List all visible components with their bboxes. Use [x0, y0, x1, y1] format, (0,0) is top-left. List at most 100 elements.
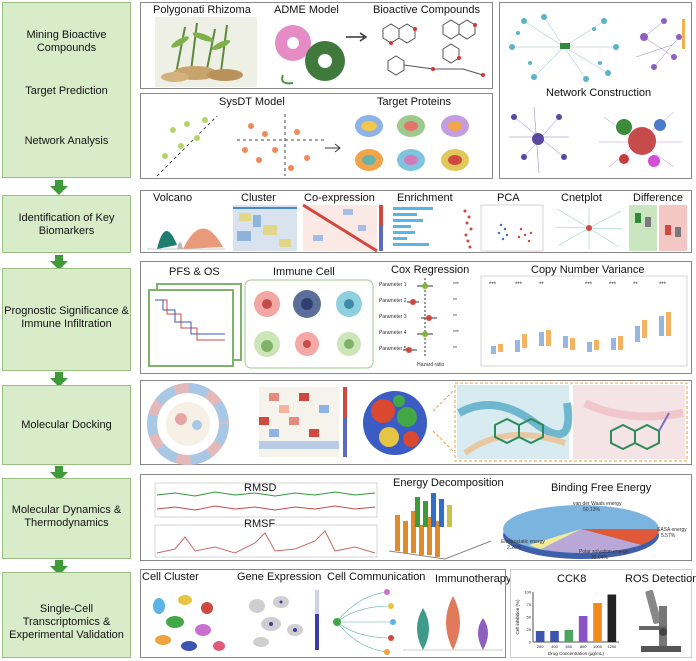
side-box-mining: Mining Bioactive Compounds Target Predic… — [2, 2, 131, 178]
protein-surface-illustration — [363, 391, 427, 455]
cck8-xtick-label: 400 — [551, 644, 558, 649]
cck8-ytick-label: 100 — [524, 590, 531, 595]
cck8-xtick-label: 800 — [580, 644, 587, 649]
cck8-xtick-label: 200 — [537, 644, 544, 649]
pie-value-electrostatic: 2.26% — [507, 545, 522, 551]
cck8-xtick-label: 600 — [565, 644, 572, 649]
cox-param-2: Parameter 2 — [379, 298, 407, 304]
protein-structures-icon — [355, 115, 469, 171]
cox-sig-5: ** — [453, 346, 457, 352]
cck8-ytick-label: 25 — [527, 627, 532, 632]
microscope-icon — [639, 589, 681, 652]
label-energy-decomposition: Energy Decomposition — [393, 477, 504, 489]
side-label-network-analysis: Network Analysis — [24, 135, 109, 147]
panel-sysdt: SysDT Model Target Proteins — [140, 93, 493, 179]
side-label-dynamics: Molecular Dynamics & Thermodynamics — [11, 504, 122, 529]
cck8-xtick-label: 1000 — [593, 644, 603, 649]
side-label-key-biomarkers: Identification of Key Biomarkers — [18, 212, 115, 237]
label-cell-cluster: Cell Cluster — [142, 571, 199, 583]
cck8-ytick-label: 75 — [527, 602, 532, 607]
cck8-ytick-label: 50 — [527, 615, 532, 620]
cck8-xlabel: Drug Concentration (μg/mL) — [548, 651, 604, 656]
side-box-dynamics: Molecular Dynamics & Thermodynamics — [2, 478, 131, 559]
pca-scatter-illustration — [480, 204, 544, 252]
arrow-right-icon — [346, 32, 368, 42]
pie-value-polar: 32.04% — [591, 555, 608, 561]
label-network-construction: Network Construction — [546, 87, 652, 99]
svg-text:***: *** — [585, 282, 593, 288]
immunotherapy-violin-illustration — [403, 596, 503, 651]
side-label-mining: Mining Bioactive Compounds — [26, 29, 107, 54]
pie-label-sasa: SASA energy — [657, 527, 687, 533]
rmsd-rmsf-plots — [154, 482, 378, 558]
cox-hazard-label: Hazard ratio — [417, 362, 445, 368]
cck8-bar — [607, 594, 617, 642]
label-volcano: Volcano — [153, 192, 193, 204]
cox-param-3: Parameter 3 — [379, 314, 407, 320]
label-immune-cell: Immune Cell — [273, 266, 335, 278]
side-box-docking: Molecular Docking — [2, 385, 131, 465]
label-cell-communication: Cell Communication — [327, 571, 426, 583]
label-cluster: Cluster — [241, 192, 276, 204]
label-cnetplot: Cnetplot — [561, 192, 602, 204]
label-rmsf: RMSF — [244, 518, 276, 530]
sysdt-scatter-illustration — [156, 114, 341, 177]
zoom-dashed-lines — [432, 390, 454, 452]
cck8-ylabel: Cell inhibition (%) — [515, 599, 520, 635]
rhizoma-illustration — [155, 17, 257, 87]
label-enrichment: Enrichment — [397, 192, 453, 204]
label-pca: PCA — [497, 192, 520, 204]
cnv-boxplots-illustration: *** *** ** *** *** ** *** — [480, 275, 688, 367]
side-box-single-cell: Single-Cell Transcriptomics & Experiment… — [2, 572, 131, 658]
svg-text:***: *** — [659, 282, 667, 288]
docking-pose-illustration — [454, 382, 688, 462]
svg-text:***: *** — [515, 282, 523, 288]
coexpression-matrix-illustration — [302, 203, 383, 253]
adme-gears-icon — [275, 25, 345, 85]
cox-sig-4: *** — [453, 330, 459, 336]
label-adme-model: ADME Model — [274, 4, 339, 16]
side-label-prognostic: Prognostic Significance & Immune Infiltr… — [4, 305, 129, 330]
label-rmsd: RMSD — [244, 482, 277, 494]
docking-circos-illustration — [147, 383, 229, 465]
pie-label-electrostatic: Electrostatic energy — [501, 539, 545, 545]
survival-curve-illustration — [148, 283, 242, 367]
side-box-biomarkers: Identification of Key Biomarkers — [2, 195, 131, 253]
panel-single-cell: Cell Cluster Gene Expression Cell Commun… — [140, 569, 511, 658]
umap-cell-cluster-illustration — [153, 595, 225, 651]
cox-param-4: Parameter 4 — [379, 330, 407, 336]
volcano-plot-illustration — [147, 228, 225, 250]
energy-decomposition-3d-bars — [388, 493, 492, 560]
enrichment-bars-illustration — [393, 207, 473, 249]
label-immunotherapy: Immunotherapy — [435, 573, 512, 585]
cnetplot-illustration — [554, 207, 624, 249]
panel-prognostic: PFS & OS Immune Cell Cox Regression Copy… — [140, 261, 692, 374]
label-pfs-os: PFS & OS — [169, 266, 220, 278]
svg-text:***: *** — [489, 282, 497, 288]
difference-boxplot-illustration — [629, 205, 687, 251]
panel-network: Network Construction — [499, 2, 692, 179]
label-sysdt-model: SysDT Model — [219, 96, 285, 108]
cck8-bar — [550, 631, 559, 642]
binding-energy-pie — [503, 505, 660, 559]
cck8-ytick-label: 0 — [529, 640, 532, 645]
label-ros-detection: ROS Detection — [625, 573, 696, 585]
label-cck8: CCK8 — [557, 573, 587, 585]
docking-heatmap-illustration — [259, 387, 347, 457]
panel-validation: CCK8 ROS Detection 0 25 50 75 100 200 400 600 80… — [510, 569, 696, 658]
cck8-bar — [564, 630, 574, 642]
molecule-structures-icon — [382, 19, 485, 77]
cck8-xtick-label: 1200 — [607, 644, 617, 649]
label-binding-free-energy: Binding Free Energy — [551, 482, 652, 494]
label-target-proteins: Target Proteins — [377, 96, 451, 108]
pie-value-vdw: 60.13% — [583, 507, 600, 513]
side-label-single-cell: Single-Cell Transcriptomics & Experiment… — [9, 603, 124, 641]
side-label-target-prediction: Target Prediction — [25, 85, 108, 97]
immune-cells-illustration — [244, 279, 374, 369]
cck8-bar — [578, 616, 588, 642]
label-copy-number-variance: Copy Number Variance — [531, 264, 645, 276]
cox-forest-plot — [403, 278, 437, 356]
cox-param-1: Parameter 1 — [379, 282, 407, 288]
side-box-prognostic: Prognostic Significance & Immune Infiltr… — [2, 268, 131, 371]
